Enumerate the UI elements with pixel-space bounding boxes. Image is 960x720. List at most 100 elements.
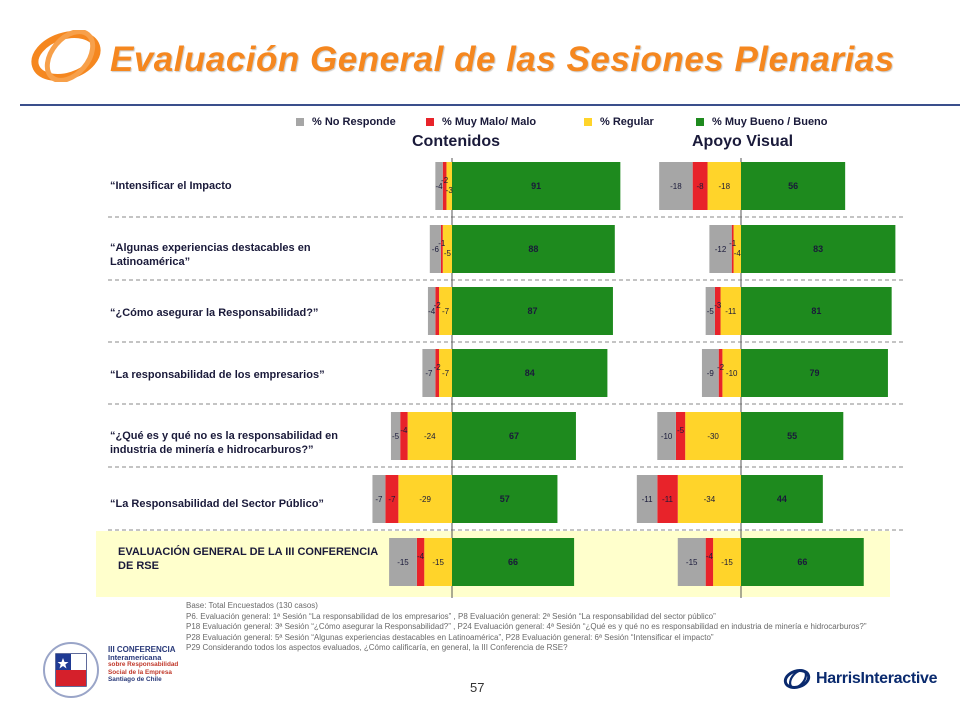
harris-logo: HarrisInteractive bbox=[782, 668, 938, 690]
data-label: -8 bbox=[697, 182, 705, 191]
bar-segment-muy-bueno bbox=[741, 162, 846, 210]
data-label: -7 bbox=[375, 495, 383, 504]
bar-segment-regular bbox=[442, 225, 452, 273]
legend-label: % Muy Malo/ Malo bbox=[442, 116, 537, 128]
base-notes: Base: Total Encuestados (130 casos) P6. … bbox=[186, 601, 867, 654]
data-label: -4 bbox=[428, 307, 436, 316]
legend-swatch bbox=[584, 118, 592, 126]
bar-segment-muy-malo bbox=[714, 287, 721, 335]
bar-segment-no-responde bbox=[677, 538, 706, 586]
bar-segment-muy-bueno bbox=[741, 287, 892, 335]
bar-segment-muy-bueno bbox=[452, 349, 608, 397]
data-label: -5 bbox=[707, 307, 715, 316]
data-label: 81 bbox=[811, 306, 821, 316]
bar-segment-muy-bueno bbox=[741, 349, 888, 397]
conf-line: sobre Responsabilidad bbox=[108, 661, 179, 669]
bar-segment-no-responde bbox=[372, 475, 386, 523]
data-label: -4 bbox=[734, 249, 742, 258]
data-label: -7 bbox=[425, 369, 433, 378]
data-label: -15 bbox=[432, 558, 444, 567]
data-label: -5 bbox=[677, 426, 685, 435]
bar-segment-regular bbox=[424, 538, 452, 586]
chart-title-contenidos: Contenidos bbox=[412, 133, 500, 150]
bar-segment-muy-malo bbox=[442, 162, 447, 210]
legend-swatch bbox=[696, 118, 704, 126]
base-note-line: P28 Evaluación general: 5ª Sesión “Algun… bbox=[186, 632, 714, 642]
bar-segment-no-responde bbox=[427, 287, 436, 335]
bar-segment-regular bbox=[722, 349, 741, 397]
bar-segment-muy-malo bbox=[705, 538, 714, 586]
data-label: -29 bbox=[419, 495, 431, 504]
bar-segment-muy-malo bbox=[440, 225, 443, 273]
bar-segment-regular bbox=[733, 225, 741, 273]
data-label: -12 bbox=[715, 245, 727, 254]
bar-segment-no-responde bbox=[390, 412, 401, 460]
bar-segment-no-responde bbox=[705, 287, 715, 335]
bar-segment-muy-malo bbox=[675, 412, 686, 460]
data-label: -7 bbox=[442, 307, 450, 316]
data-label: -11 bbox=[725, 307, 737, 316]
legend-item-muy-malo: % Muy Malo/ Malo bbox=[426, 116, 536, 128]
bar-segment-no-responde bbox=[435, 162, 443, 210]
data-label: -10 bbox=[726, 369, 738, 378]
data-label: 87 bbox=[527, 306, 537, 316]
data-label: -18 bbox=[670, 182, 682, 191]
conference-logo-icon bbox=[43, 642, 99, 698]
bar-segment-no-responde bbox=[657, 412, 676, 460]
row-label-overall: EVALUACIÓN GENERAL DE LA III CONFERENCIA… bbox=[118, 546, 378, 572]
conference-logo-text: III CONFERENCIA Interamericana sobre Res… bbox=[108, 646, 178, 684]
data-label: 66 bbox=[508, 557, 518, 567]
bar-segment-no-responde bbox=[659, 162, 693, 210]
data-label: -2 bbox=[434, 301, 442, 310]
data-label: 55 bbox=[787, 431, 797, 441]
bar-segment-no-responde bbox=[701, 349, 719, 397]
legend-swatch bbox=[426, 118, 434, 126]
base-note-line: P18 Evaluación general: 3ª Sesión “¿Cómo… bbox=[186, 622, 867, 631]
bar-segment-muy-malo bbox=[718, 349, 723, 397]
data-label: -4 bbox=[400, 426, 408, 435]
bar-segment-muy-bueno bbox=[452, 225, 615, 273]
conf-line: Santiago de Chile bbox=[108, 676, 162, 684]
data-label: -11 bbox=[642, 495, 654, 504]
base-note-line: P29 Considerando todos los aspectos eval… bbox=[186, 643, 568, 652]
data-label: 66 bbox=[797, 557, 807, 567]
row-label: “¿Qué es y qué no es la responsabilidad … bbox=[110, 430, 339, 456]
bar-segment-no-responde bbox=[389, 538, 417, 586]
bar-segment-muy-malo bbox=[385, 475, 399, 523]
row-label: “Algunas experiencias destacables en Lat… bbox=[110, 242, 311, 268]
data-label: 91 bbox=[531, 181, 541, 191]
page-title: Evaluación General de las Sesiones Plena… bbox=[110, 40, 895, 79]
bar-segment-regular bbox=[398, 475, 452, 523]
data-label: -11 bbox=[662, 495, 674, 504]
bar-segment-muy-malo bbox=[692, 162, 708, 210]
bar-segment-regular bbox=[446, 162, 452, 210]
harris-ring-icon bbox=[783, 669, 811, 689]
conf-line: Social de la Empresa bbox=[108, 668, 172, 676]
data-label: -34 bbox=[704, 495, 716, 504]
data-label: -5 bbox=[444, 249, 452, 258]
conf-line: Interamericana bbox=[108, 652, 162, 662]
bar-segment-no-responde bbox=[429, 225, 441, 273]
bar-segment-no-responde bbox=[636, 475, 658, 523]
data-label: -2 bbox=[717, 363, 725, 372]
row-label: “¿Cómo asegurar la Responsabilidad?” bbox=[110, 307, 319, 319]
data-label: 79 bbox=[809, 368, 819, 378]
bar-segment-muy-bueno bbox=[452, 287, 613, 335]
bar-segment-muy-malo bbox=[657, 475, 678, 523]
harris-logo-text: HarrisInteractive bbox=[816, 670, 938, 687]
data-label: 83 bbox=[813, 244, 823, 254]
row-label: “La responsabilidad de los empresarios” bbox=[110, 369, 325, 381]
conf-line: III CONFERENCIA bbox=[108, 645, 176, 654]
bar-segment-muy-bueno bbox=[741, 412, 844, 460]
bar-segment-muy-bueno bbox=[452, 475, 558, 523]
data-label: 57 bbox=[500, 494, 510, 504]
data-label: -15 bbox=[397, 558, 409, 567]
legend-item-muy-bueno: % Muy Bueno / Bueno bbox=[696, 116, 828, 128]
data-label: -7 bbox=[442, 369, 450, 378]
data-label: -1 bbox=[438, 239, 446, 248]
bar-segment-muy-malo bbox=[731, 225, 734, 273]
bar-segment-muy-bueno bbox=[741, 538, 864, 586]
row-label: “Intensificar el Impacto bbox=[110, 180, 232, 192]
data-label: 67 bbox=[509, 431, 519, 441]
